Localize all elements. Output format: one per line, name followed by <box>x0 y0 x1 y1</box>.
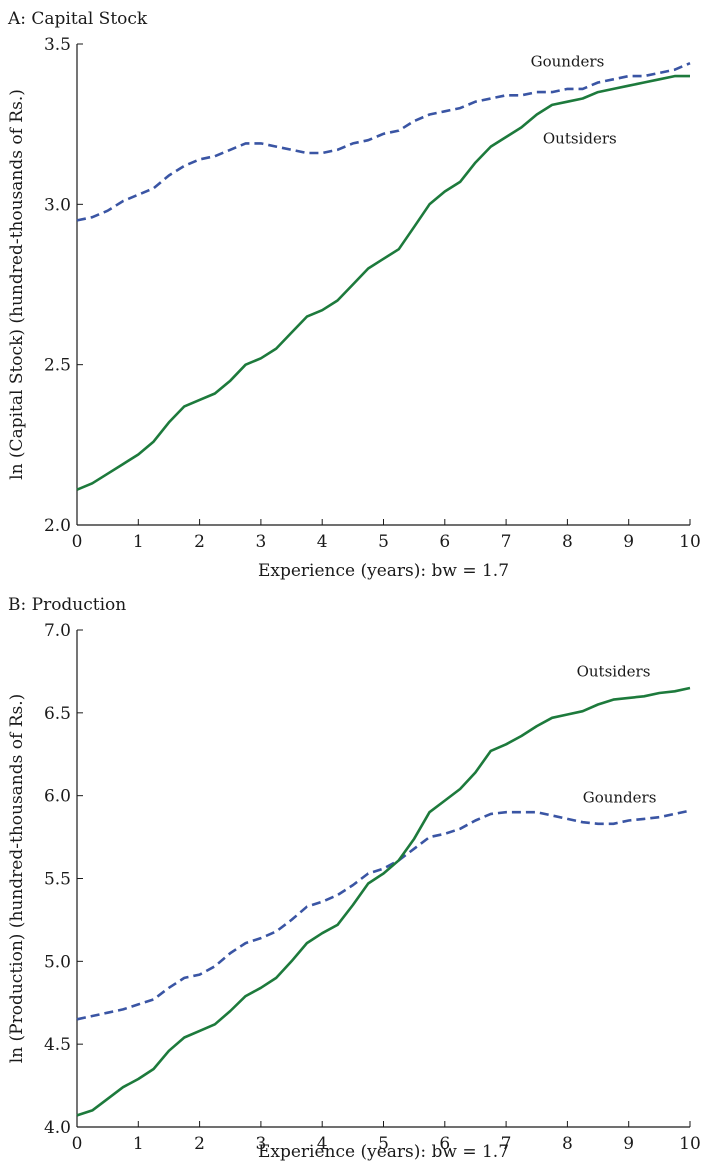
x-tick-label: 7 <box>501 1134 512 1154</box>
series-gounders-line <box>76 62 691 222</box>
x-tick-label: 6 <box>439 532 450 552</box>
x-tick-label: 2 <box>194 532 205 552</box>
series-label-gounders: Gounders <box>531 52 605 70</box>
y-tick-label: 5.5 <box>44 870 71 890</box>
panel-title: A: Capital Stock <box>7 9 148 29</box>
capital-stock-panel: A: Capital Stock 0 1 2 3 4 5 6 7 8 9 10 2.0 2.5 3.0 3.… <box>7 9 701 581</box>
y-tick-label: 4.0 <box>44 1118 71 1138</box>
series-label-outsiders: Outsiders <box>543 129 617 147</box>
x-tick-label: 9 <box>623 532 634 552</box>
x-tick-label: 7 <box>501 532 512 552</box>
y-tick-label: 6.5 <box>44 704 71 724</box>
x-tick-label: 1 <box>133 532 144 552</box>
y-tick-label: 4.5 <box>44 1035 71 1055</box>
y-tick-label: 5.0 <box>44 952 71 972</box>
y-tick-label: 6.0 <box>44 787 71 807</box>
y-tick-label: 2.0 <box>44 516 71 536</box>
x-tick-label: 3 <box>255 1134 266 1154</box>
y-axis-title: ln (Capital Stock) (hundred-thousands of… <box>7 89 27 480</box>
production-panel: B: Production 0 1 2 3 4 5 6 7 8 9 10 4.0 4.5 5.0 5.5 6.… <box>7 595 701 1162</box>
y-axis-title: ln (Production) (hundred-thousands of Rs… <box>7 694 27 1064</box>
x-axis-title: Experience (years): bw = 1.7 <box>258 1142 509 1162</box>
series-outsiders-line <box>76 686 691 1117</box>
panel-title: B: Production <box>8 595 126 615</box>
series-label-outsiders: Outsiders <box>577 662 651 680</box>
y-tick-label: 7.0 <box>44 621 71 641</box>
series-gounders-line <box>76 809 691 1021</box>
x-tick-label: 3 <box>255 532 266 552</box>
x-tick-label: 4 <box>317 532 328 552</box>
x-tick-label: 5 <box>378 1134 389 1154</box>
x-tick-label: 5 <box>378 532 389 552</box>
x-tick-label: 6 <box>439 1134 450 1154</box>
x-tick-label: 8 <box>562 1134 573 1154</box>
x-axis-title: Experience (years): bw = 1.7 <box>258 561 509 581</box>
x-tick-label: 0 <box>72 532 83 552</box>
y-tick-label: 3.5 <box>44 35 71 55</box>
x-tick-label: 4 <box>317 1134 328 1154</box>
x-tick-label: 0 <box>72 1134 83 1154</box>
x-tick-label: 10 <box>679 532 701 552</box>
x-tick-label: 9 <box>623 1134 634 1154</box>
y-tick-label: 3.0 <box>44 195 71 215</box>
series-outsiders-line <box>76 74 690 491</box>
series-label-gounders: Gounders <box>583 788 657 806</box>
y-tick-label: 2.5 <box>44 356 71 376</box>
x-tick-label: 10 <box>679 1134 701 1154</box>
x-tick-label: 2 <box>194 1134 205 1154</box>
x-tick-label: 1 <box>133 1134 144 1154</box>
x-tick-label: 8 <box>562 532 573 552</box>
